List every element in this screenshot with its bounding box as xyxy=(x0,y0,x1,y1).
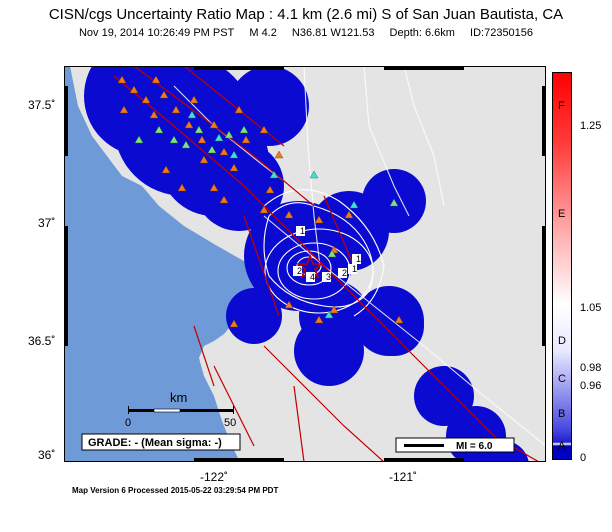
contour-label-1b: 1 xyxy=(352,264,357,274)
map-canvas: 1 2 3 4 1 2 1 xyxy=(64,66,546,462)
colorbar-grade-E: E xyxy=(558,208,566,220)
event-date: Nov 19, 2014 10:26:49 PM PST xyxy=(78,27,235,39)
lat-label-36: 36˚ xyxy=(38,448,56,462)
scale-min: 0 xyxy=(125,417,131,429)
colorbar-tick-1-05: 1.05 xyxy=(580,302,602,314)
contour-label-2b: 2 xyxy=(342,268,347,278)
colorbar-tick-0-98: 0.98 xyxy=(580,362,602,374)
scale-bar: km 0 50 xyxy=(125,390,236,429)
event-magnitude: M 4.2 xyxy=(249,27,277,39)
event-info: Nov 19, 2014 10:26:49 PM PST M 4.2 N36.8… xyxy=(0,27,612,39)
colorbar-grade-D: D xyxy=(558,335,566,347)
lon-label-121: -121˚ xyxy=(389,470,418,484)
colorbar xyxy=(552,72,572,460)
contour-label-3: 3 xyxy=(326,272,331,282)
map-title: CISN/cgs Uncertainty Ratio Map : 4.1 km … xyxy=(48,6,564,23)
processing-footer: Map Version 6 Processed 2015-05-22 03:29… xyxy=(72,486,279,495)
colorbar-grade-A: A xyxy=(558,440,566,452)
station-markers xyxy=(117,75,404,328)
event-location: N36.81 W121.53 xyxy=(291,27,375,39)
fault-lines xyxy=(113,66,541,462)
contour-label-2a: 2 xyxy=(297,266,302,276)
colorbar-grade-B: B xyxy=(558,408,566,420)
mi-legend-text: MI = 6.0 xyxy=(456,441,493,452)
uncertainty-regions xyxy=(84,66,529,462)
lat-label-37: 37˚ xyxy=(38,216,56,230)
roads xyxy=(173,66,546,447)
contour-label-1a: 1 xyxy=(300,226,305,236)
colorbar-tick-0: 0 xyxy=(580,452,587,464)
colorbar-grade-F: F xyxy=(558,100,565,112)
contour-label-4: 4 xyxy=(310,272,315,282)
lat-label-37-5: 37.5˚ xyxy=(28,98,56,112)
colorbar-tick-1-25: 1.25 xyxy=(580,120,602,132)
lon-label-122: -122˚ xyxy=(200,470,229,484)
event-depth: Depth: 6.6km xyxy=(389,27,455,39)
event-id: ID:72350156 xyxy=(470,27,534,39)
scale-unit: km xyxy=(170,390,187,405)
colorbar-tick-0-96: 0.96 xyxy=(580,380,602,392)
lat-label-36-5: 36.5˚ xyxy=(28,334,56,348)
contour-label-group: 1 2 3 4 1 2 1 xyxy=(293,226,361,282)
map-panel: 1 2 3 4 1 2 1 xyxy=(64,66,546,462)
scale-max: 50 xyxy=(224,417,236,429)
contour-label-1c: 1 xyxy=(356,254,361,264)
grade-box: GRADE: - (Mean sigma: -) xyxy=(81,433,241,451)
grade-text: GRADE: - (Mean sigma: -) xyxy=(88,437,222,449)
mi-legend: MI = 6.0 xyxy=(395,437,515,453)
ocean-area xyxy=(64,66,276,462)
colorbar-grade-C: C xyxy=(558,373,566,385)
